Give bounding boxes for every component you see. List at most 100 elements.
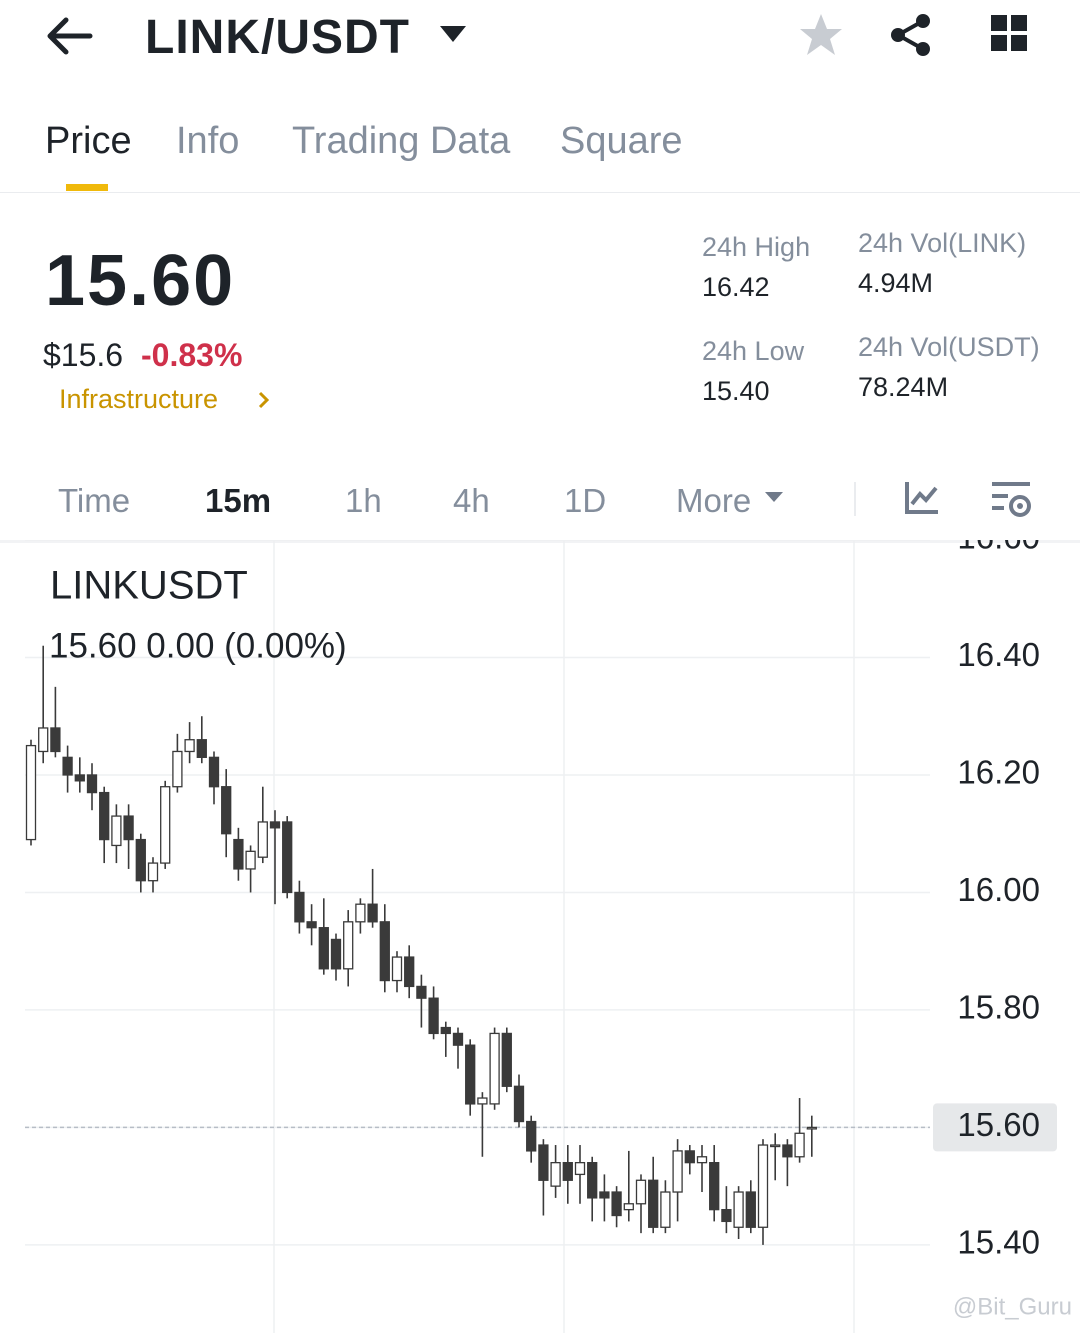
candle-body — [599, 1191, 610, 1199]
candle-body — [343, 921, 354, 970]
candle-body — [660, 1191, 671, 1228]
usd-price: $15.6 — [43, 337, 124, 373]
candle-body — [306, 921, 317, 929]
candle-body — [367, 903, 378, 923]
watermark: @Bit_Guru — [953, 1293, 1072, 1320]
candle-body — [757, 1144, 769, 1228]
share-button[interactable] — [888, 12, 934, 58]
candle-body — [208, 756, 220, 788]
stat-label: 24h High — [702, 232, 811, 262]
tab[interactable]: Trading Data — [292, 120, 511, 162]
candle-body — [196, 739, 207, 758]
candle-body — [294, 891, 305, 923]
more-dropdown[interactable] — [763, 490, 785, 506]
candle-body — [440, 1026, 451, 1035]
interval[interactable]: Time — [58, 482, 131, 519]
candle-body — [489, 1032, 500, 1105]
stat-label: 24h Vol(USDT) — [858, 332, 1040, 362]
price-label-box — [933, 1103, 1057, 1152]
divider — [0, 192, 1080, 193]
interval[interactable]: 1D — [564, 482, 607, 519]
candle-body — [111, 815, 122, 847]
candle-body — [648, 1179, 659, 1228]
chart-symbol: LINKUSDT — [50, 564, 248, 608]
candle-body — [233, 838, 244, 870]
candle-body — [733, 1191, 744, 1228]
stat-value: 78.24M — [858, 372, 949, 402]
candle-body — [257, 821, 268, 858]
candle-body — [806, 1126, 817, 1130]
candle-body — [477, 1097, 488, 1105]
divider — [0, 540, 1080, 543]
stat-value: 4.94M — [858, 268, 934, 298]
candle-body — [379, 921, 390, 982]
candle-body — [794, 1132, 805, 1158]
candle-body — [99, 791, 110, 841]
stat-label: 24h Vol(LINK) — [858, 228, 1027, 258]
candle-body — [404, 956, 415, 988]
candle-body — [721, 1208, 732, 1223]
candle-body — [172, 750, 183, 788]
candle-body — [501, 1032, 512, 1087]
y-tick-label: 16.00 — [957, 871, 1040, 908]
stat-label: 24h Low — [702, 336, 805, 366]
pair-dropdown[interactable] — [438, 24, 468, 46]
candle-body — [416, 985, 427, 999]
interval[interactable]: 1h — [345, 482, 382, 519]
interval[interactable]: 4h — [453, 482, 490, 519]
back-button[interactable] — [44, 14, 94, 58]
favorite-star[interactable] — [798, 12, 844, 58]
candle-body — [269, 821, 281, 829]
candle-body — [574, 1162, 586, 1176]
y-tick-label: 16.60 — [957, 540, 1040, 556]
candle-body — [782, 1144, 793, 1158]
tab[interactable]: Price — [45, 120, 132, 162]
candle-body — [562, 1162, 573, 1181]
candle-body — [696, 1156, 708, 1164]
candle-body — [330, 938, 342, 970]
candle-body — [709, 1162, 720, 1211]
candle-body — [452, 1032, 464, 1046]
tab[interactable]: Square — [560, 120, 683, 162]
candle-body — [550, 1162, 561, 1187]
indicator-button[interactable] — [904, 480, 940, 516]
candle-body — [355, 903, 366, 923]
candle-body — [135, 838, 146, 882]
y-tick-label: 15.80 — [957, 989, 1040, 1026]
category-tag[interactable]: Infrastructure — [59, 384, 219, 414]
interval[interactable]: 15m — [205, 482, 272, 519]
y-tick-label: 15.40 — [957, 1224, 1040, 1261]
candle-body — [318, 927, 329, 970]
candle-body — [745, 1191, 756, 1228]
candle-body — [526, 1120, 537, 1152]
grid-menu[interactable] — [990, 14, 1030, 54]
candle-body — [184, 739, 195, 753]
last-price: 15.60 — [45, 241, 236, 321]
y-tick-label: 16.20 — [957, 754, 1040, 791]
candle-body — [62, 756, 73, 776]
candle-body — [611, 1191, 622, 1217]
candle-body — [38, 727, 49, 753]
candle-body — [160, 786, 171, 864]
active-tab-indicator — [66, 184, 108, 191]
tab[interactable]: Info — [176, 120, 240, 162]
y-tick-label: 16.40 — [957, 636, 1040, 673]
candle-body — [123, 815, 134, 841]
candle-body — [684, 1150, 695, 1164]
candle-body — [245, 850, 256, 870]
candle-body — [74, 774, 85, 782]
chart-settings[interactable] — [990, 478, 1034, 522]
candle-body — [282, 821, 293, 894]
candlestick-chart: LINKUSDT 15.60 0.00 (0.00%) @Bit_Guru 15… — [25, 540, 1072, 1333]
price-change: -0.83% — [141, 337, 243, 373]
pair-title[interactable]: LINK/USDT — [145, 11, 410, 64]
chart-ohlc-info: 15.60 0.00 (0.00%) — [49, 626, 347, 665]
candle-body — [25, 744, 37, 841]
candle-body — [391, 956, 403, 982]
candle-body — [513, 1085, 525, 1123]
candle-body — [635, 1179, 647, 1205]
interval[interactable]: More — [676, 482, 752, 519]
candle-body — [221, 786, 232, 835]
candle-body — [428, 997, 439, 1035]
